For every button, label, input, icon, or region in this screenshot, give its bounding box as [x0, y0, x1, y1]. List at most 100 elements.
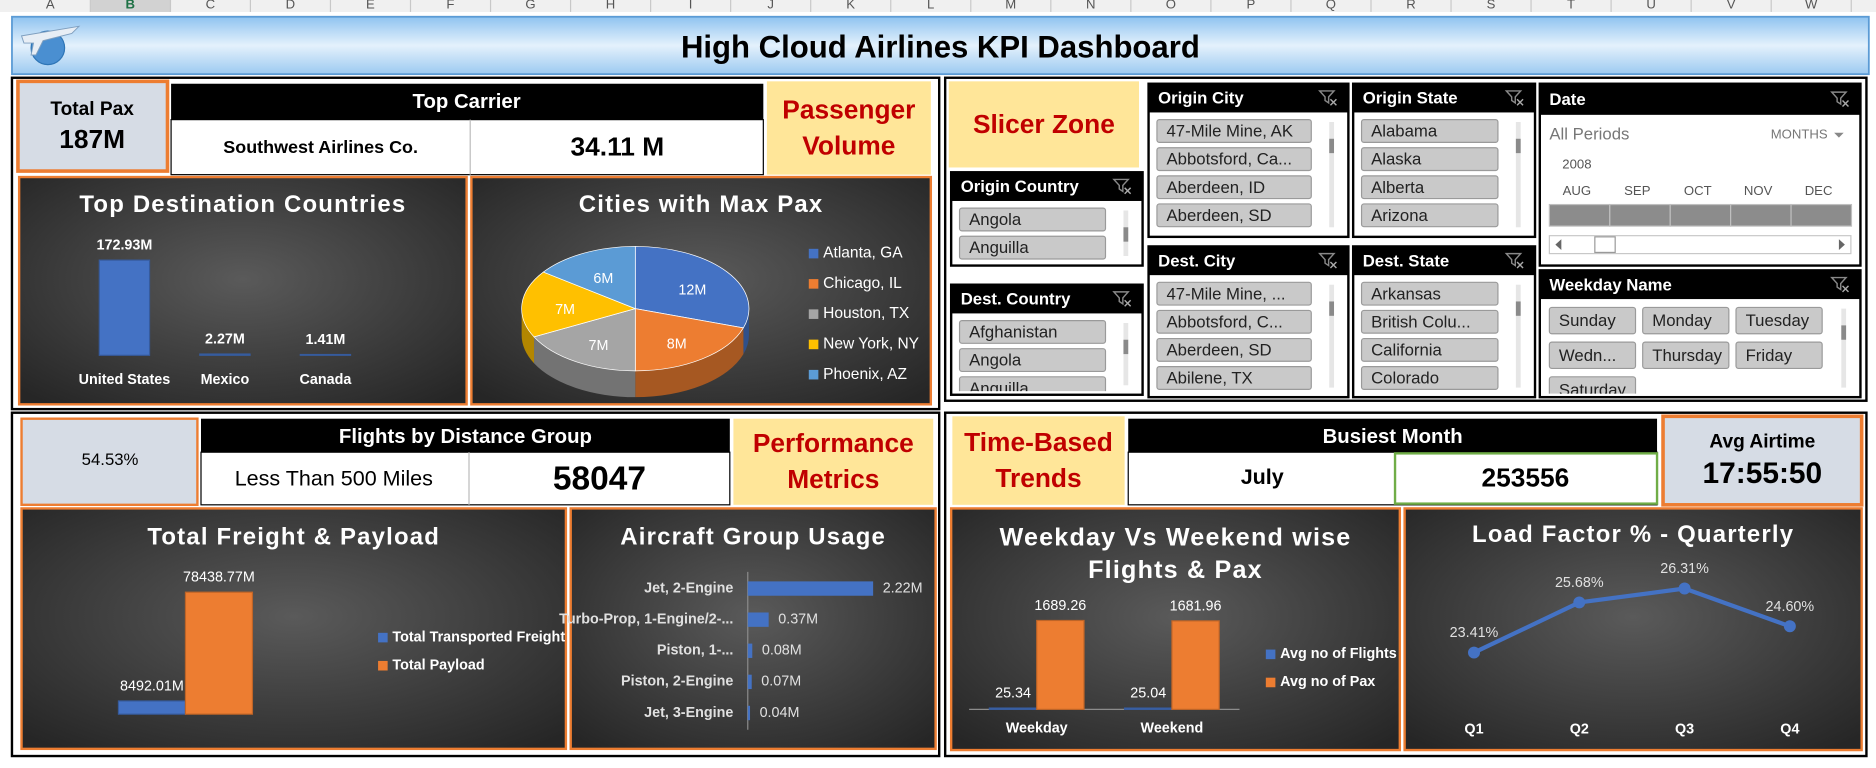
timeline-header — [1539, 83, 1861, 115]
kpi-value: 58047 — [553, 461, 646, 498]
slicer-item-label: Abbotsford, Ca... — [1167, 150, 1293, 169]
legend-swatch — [1265, 649, 1276, 660]
slicer-item[interactable] — [1156, 175, 1312, 200]
kpi-card — [20, 417, 199, 507]
timeline-scroll-thumb[interactable] — [1594, 236, 1616, 254]
slicer-item-label: 47-Mile Mine, AK — [1167, 122, 1294, 141]
slicer-item[interactable] — [1360, 147, 1499, 172]
chart-title: Aircraft Group Usage — [620, 524, 886, 551]
pie-slice — [521, 271, 637, 338]
slicer-header — [1353, 246, 1536, 276]
timeline-scrollbar — [1548, 235, 1852, 255]
x-tick-label: Mexico — [201, 372, 250, 388]
slicer-item[interactable] — [1156, 309, 1312, 334]
slicer-item-label: British Colu... — [1371, 312, 1471, 331]
slicer-item[interactable] — [958, 235, 1107, 260]
column-letter: W — [1805, 0, 1818, 11]
point — [1468, 646, 1480, 659]
slicer-item[interactable] — [1156, 147, 1312, 172]
slicer-item[interactable] — [1548, 341, 1637, 370]
section-label-box: Performance Metrics — [753, 429, 914, 494]
slicer-item[interactable] — [1360, 366, 1499, 390]
column-letter: G — [525, 0, 535, 11]
slicer-item[interactable] — [1360, 309, 1499, 334]
slicer-item[interactable] — [1548, 306, 1637, 335]
column-letter: L — [927, 0, 934, 11]
column-letter: A — [46, 0, 55, 11]
kpi-row — [200, 451, 731, 506]
pie-slice-side — [635, 327, 744, 398]
chart-panel — [569, 507, 937, 751]
slicer-header — [951, 172, 1143, 201]
slicer-item[interactable] — [1156, 203, 1312, 228]
slicer-item[interactable] — [1642, 306, 1730, 335]
kpi-header — [201, 418, 730, 453]
value-label: 1689.26 — [1034, 598, 1086, 614]
slicer-scroll-thumb — [1123, 227, 1129, 242]
value-label: 8492.01M — [120, 678, 184, 694]
slicer-item-label: Aberdeen, ID — [1167, 178, 1266, 197]
slicer-item-label: Alberta — [1371, 178, 1425, 197]
value-label: 12M — [678, 283, 706, 299]
slicer-header — [951, 284, 1143, 314]
slicer-item[interactable] — [1360, 337, 1499, 362]
value-label: 7M — [555, 302, 575, 318]
column-letter: C — [206, 0, 216, 11]
timeline-cell — [1548, 203, 1611, 227]
slicer-item-label: Alaska — [1371, 150, 1422, 169]
y-tick-label: Jet, 3-Engine — [644, 705, 733, 721]
slicer-item[interactable] — [958, 376, 1107, 400]
kpi-label: Flights by Distance Group — [339, 426, 592, 448]
clear-filter-icon — [1318, 252, 1336, 267]
section-label-box: Slicer Zone — [973, 109, 1115, 139]
slicer-item[interactable] — [1156, 337, 1312, 362]
value-label: 1.41M — [305, 332, 345, 348]
x-tick-label: United States — [79, 372, 171, 388]
clear-filter-icon — [1516, 261, 1524, 269]
slicer-header — [1148, 246, 1349, 276]
x-tick-label: Q3 — [1675, 722, 1694, 738]
y-tick-label: Turbo-Prop, 1-Engine/2-... — [559, 611, 733, 627]
slicer-item[interactable] — [1156, 281, 1312, 306]
slicer-item-label: Saturday — [1559, 381, 1627, 400]
slicer-item[interactable] — [958, 320, 1107, 344]
slicer-item[interactable] — [1156, 366, 1312, 390]
value-label: 0.37M — [778, 611, 818, 627]
slicer-item[interactable] — [1735, 341, 1823, 370]
value-label: 6M — [593, 271, 613, 287]
slicer-item[interactable] — [1642, 341, 1730, 370]
slicer-scroll-thumb — [1841, 325, 1847, 340]
value-label: 0.08M — [762, 643, 802, 659]
slicer-item-label: Anguilla — [969, 379, 1029, 398]
kpi-name: Less Than 500 Miles — [235, 466, 433, 490]
slicer-item[interactable] — [1360, 203, 1499, 228]
slicer-item[interactable] — [958, 348, 1107, 373]
clear-filter-icon — [1329, 261, 1337, 269]
value-label: 2.22M — [883, 580, 923, 596]
kpi-row — [170, 119, 764, 176]
clear-filter-icon — [1504, 90, 1523, 105]
slicer-item[interactable] — [1735, 306, 1823, 335]
column-letter: H — [606, 0, 616, 11]
section-label-card — [766, 81, 931, 175]
slicer-item[interactable] — [1360, 119, 1499, 143]
slicer-item-label: California — [1371, 341, 1442, 360]
value-label: 0.04M — [760, 705, 800, 721]
pie-slice-side — [743, 308, 749, 355]
legend-swatch — [808, 248, 819, 259]
slicer-item[interactable] — [1360, 175, 1499, 200]
value-label: 78438.77M — [183, 570, 255, 586]
section-label-box: Passenger Volume — [782, 95, 915, 160]
slicer-item[interactable] — [1360, 281, 1499, 306]
slicer-item[interactable] — [1156, 119, 1312, 143]
pie-slice — [533, 308, 636, 372]
column-letter: J — [767, 0, 774, 11]
slicer-item-label: Arkansas — [1371, 284, 1441, 303]
kpi-label: Top Carrier — [413, 91, 521, 113]
slicer-items: Sunday Monday Tuesday Wedn... Thursday Friday… — [1548, 306, 1847, 403]
x-tick-label: Canada — [300, 372, 353, 388]
slicer-item[interactable] — [1548, 376, 1637, 403]
timeline-title: Date — [1549, 90, 1585, 109]
legend-label: Houston, TX — [823, 305, 910, 322]
slicer-item[interactable] — [958, 207, 1107, 232]
